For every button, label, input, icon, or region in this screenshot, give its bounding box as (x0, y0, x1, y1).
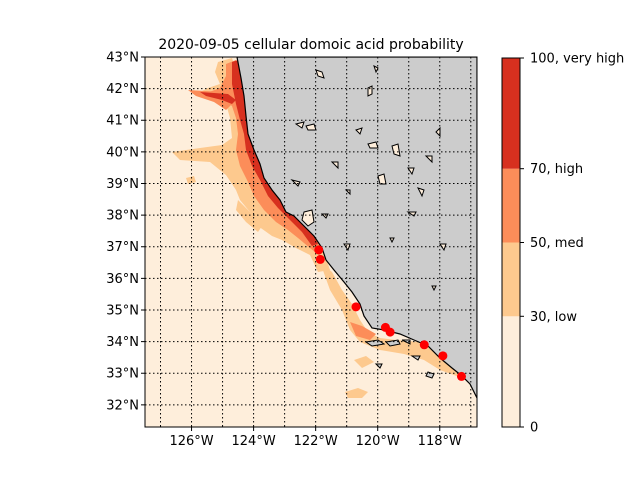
contour-med-south (350, 322, 376, 340)
lat-tick-label: 42°N (106, 82, 139, 97)
lat-tick-label: 39°N (106, 177, 139, 192)
colorbar-band (502, 58, 520, 169)
map-gridlines (145, 57, 477, 427)
colorbar-band (502, 168, 520, 243)
map-title: 2020-09-05 cellular domoic acid probabil… (158, 37, 463, 53)
lat-tick-label: 36°N (106, 272, 139, 287)
lat-tick-label: 37°N (106, 240, 139, 255)
colorbar-tick-label: 70, high (530, 162, 583, 177)
lat-tick-label: 35°N (106, 303, 139, 318)
lon-tick-label: 118°W (418, 434, 462, 449)
colorbar-tick-label: 100, very high (530, 52, 624, 67)
contour-med (204, 60, 320, 256)
map-frame (144, 56, 478, 428)
colorbar-tick-label: 50, med (530, 236, 584, 251)
lat-tick-label: 41°N (106, 114, 139, 129)
inland-lakes (290, 65, 447, 292)
colorbar-band (502, 242, 520, 317)
contour-low-plume (236, 200, 262, 232)
site-marker (351, 302, 361, 312)
site-marker (315, 254, 325, 264)
lat-tick-label: 33°N (106, 367, 139, 382)
site-marker (456, 371, 466, 381)
lon-tick-label: 124°W (232, 434, 276, 449)
colorbar-band (502, 316, 520, 427)
lon-tick-label: 120°W (356, 434, 400, 449)
contour-low-patch-2 (354, 356, 374, 368)
lat-tick-label: 38°N (106, 209, 139, 224)
contour-high-arm (200, 92, 236, 104)
map-panel (145, 57, 477, 427)
lat-tick-label: 32°N (106, 398, 139, 413)
contour-low-patch-3 (186, 176, 196, 184)
site-marker (385, 327, 395, 337)
site-marker (438, 351, 448, 361)
lat-tick-label: 43°N (106, 51, 139, 66)
colorbar: 0 30, low 50, med 70, high 100, very high (501, 52, 624, 436)
land (236, 57, 477, 399)
sampling-sites (314, 245, 466, 381)
site-marker (419, 340, 429, 350)
longitude-ticks: 126°W 124°W 122°W 120°W 118°W (169, 427, 462, 449)
colorbar-tick-label: 30, low (530, 310, 577, 325)
lon-tick-label: 122°W (294, 434, 338, 449)
site-marker (314, 245, 324, 255)
contour-low-patch-1 (345, 388, 368, 398)
latitude-ticks: 43°N 42°N 41°N 40°N 39°N 38°N 37°N 36°N 35°N 34°N… (106, 51, 145, 413)
colorbar-tick-label: 0 (530, 421, 538, 436)
lon-tick-label: 126°W (169, 434, 213, 449)
lat-tick-label: 34°N (106, 335, 139, 350)
lat-tick-label: 40°N (106, 145, 139, 160)
contour-low-south (320, 262, 466, 378)
